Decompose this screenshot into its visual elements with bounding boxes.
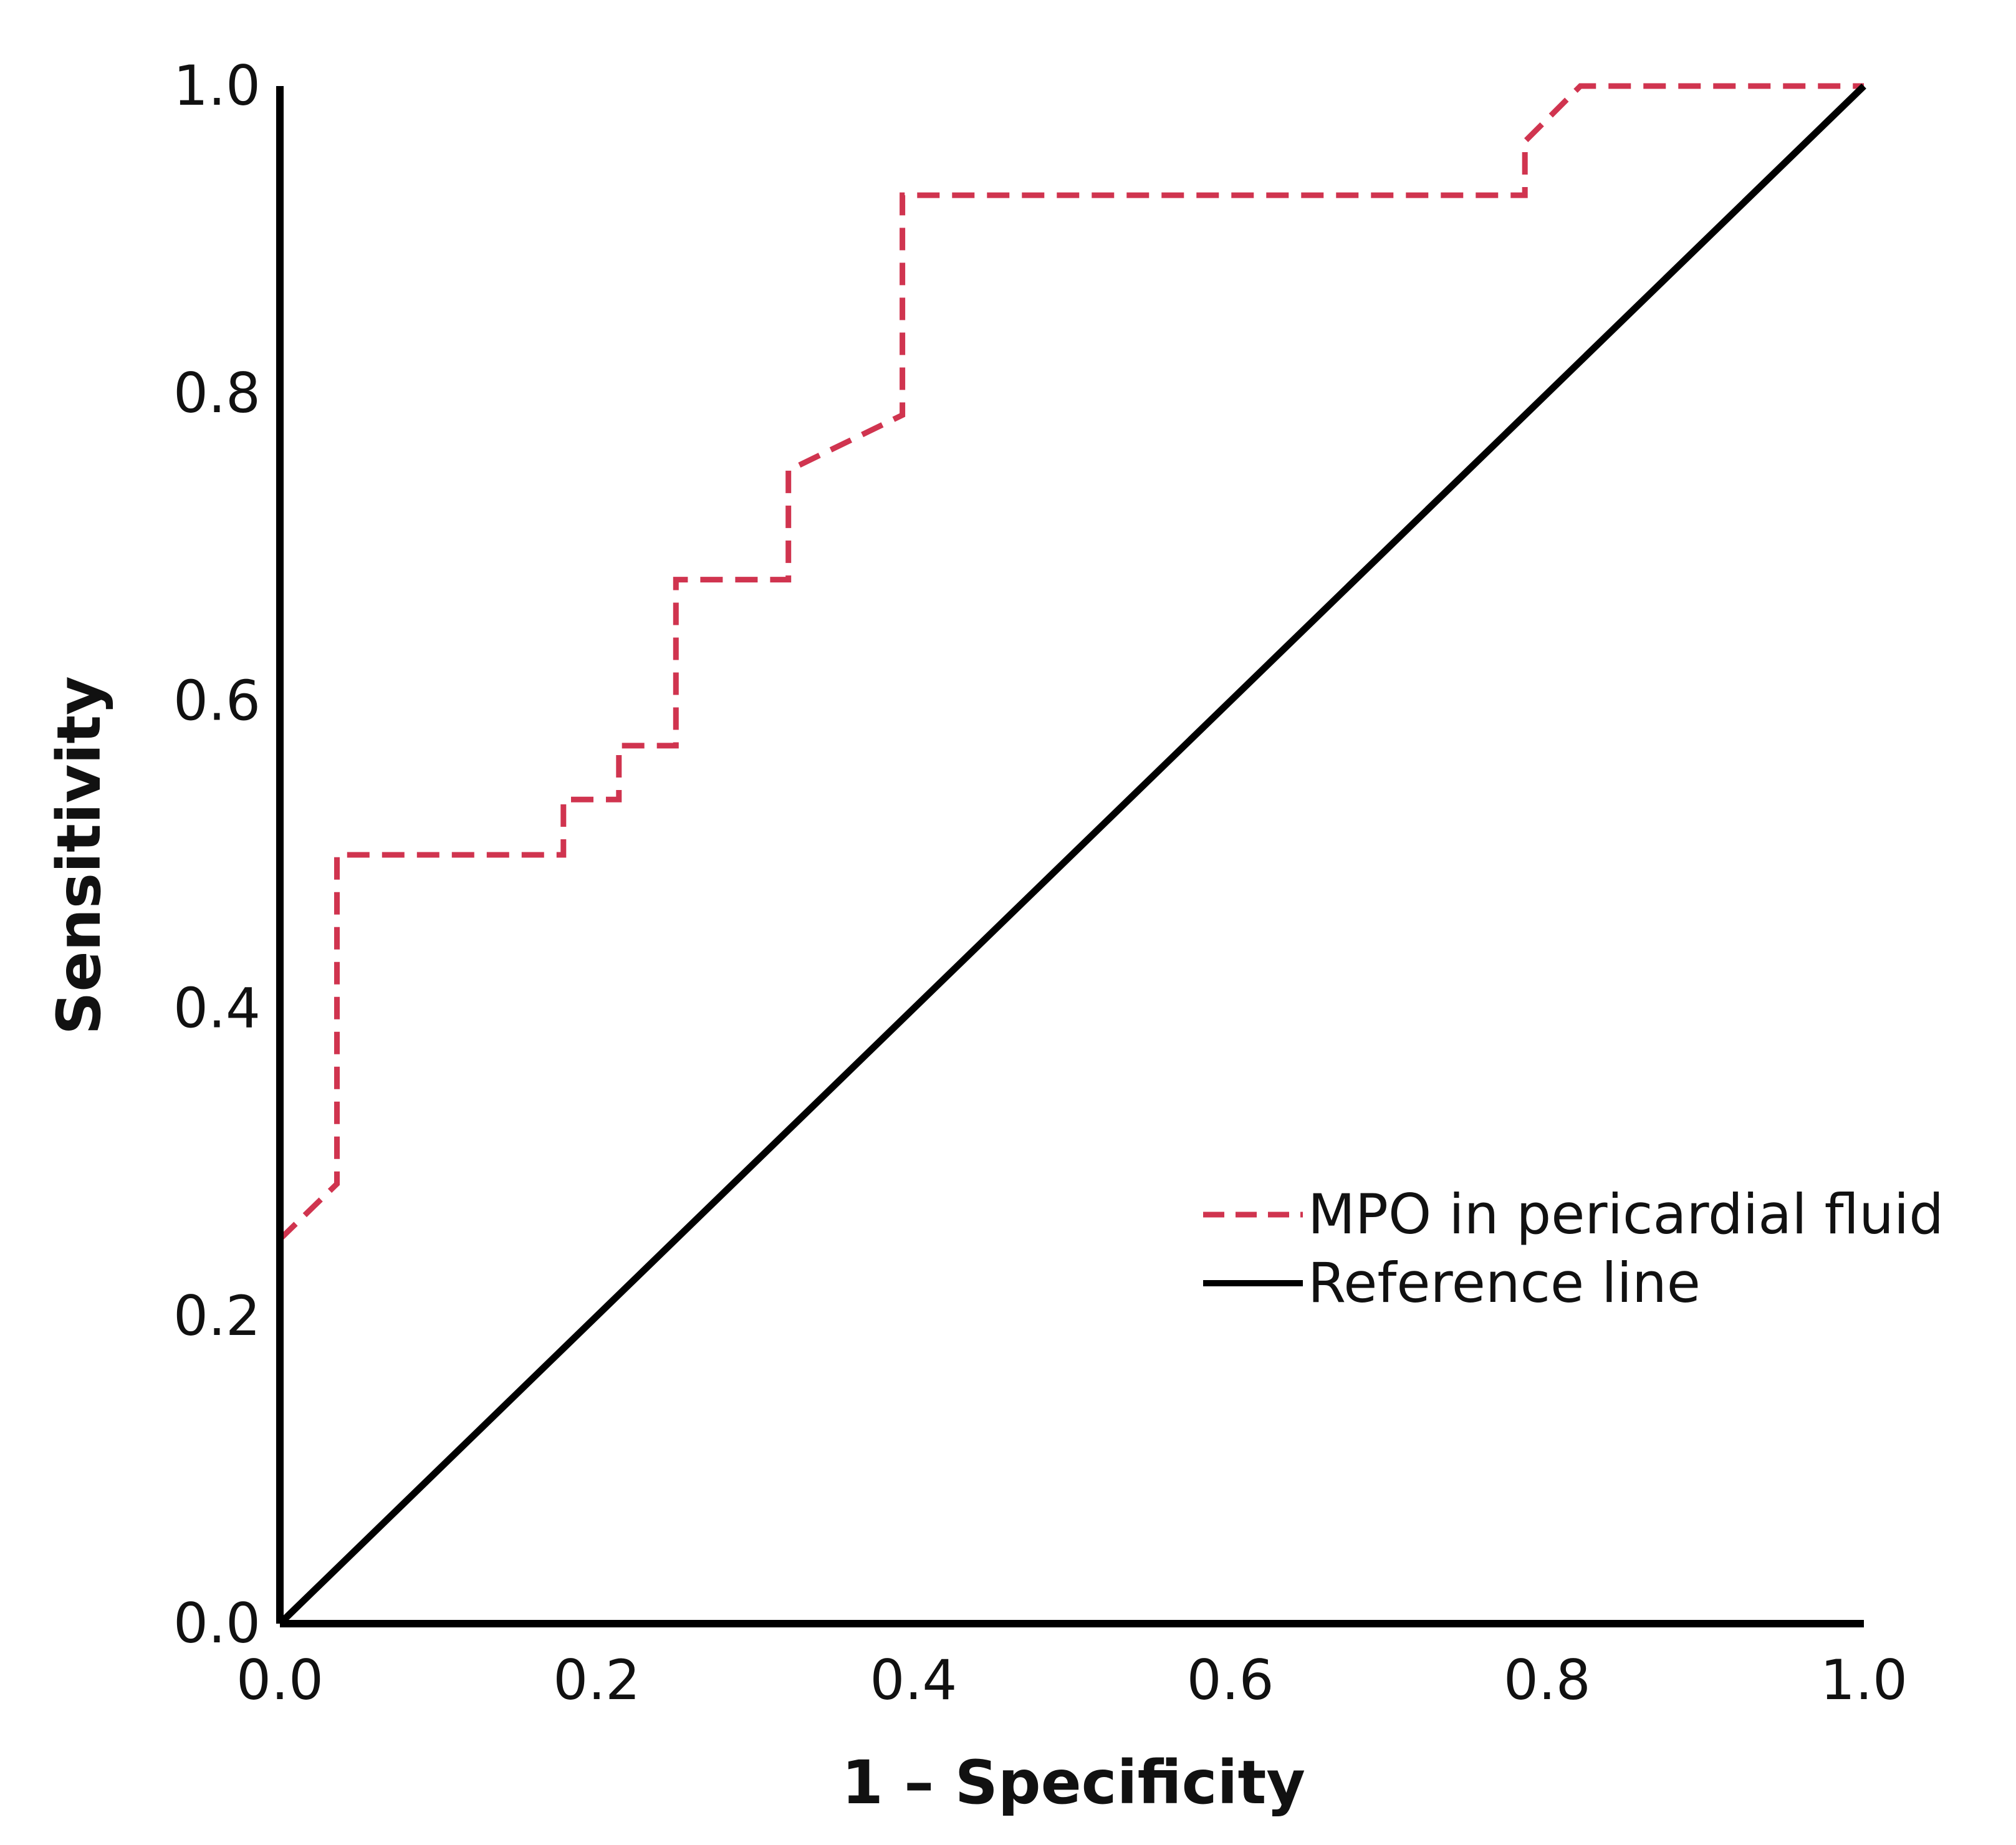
y-tick-label: 0.6	[173, 668, 261, 733]
legend-label-reference: Reference line	[1308, 1251, 1701, 1315]
x-axis-ticks: 0.0 0.2 0.4 0.6 0.8 1.0	[236, 1648, 1908, 1712]
y-axis-ticks: 0.0 0.2 0.4 0.6 0.8 1.0	[173, 54, 261, 1655]
legend-label-mpo: MPO in pericardial fluid	[1308, 1182, 1944, 1246]
x-tick-label: 0.6	[1187, 1648, 1274, 1712]
y-tick-label: 0.8	[173, 361, 261, 425]
plot-lines	[277, 83, 1866, 1626]
x-axis-title: 1 – Specificity	[842, 1748, 1305, 1818]
axes	[276, 86, 1864, 1627]
x-tick-label: 0.4	[870, 1648, 957, 1712]
y-tick-label: 1.0	[173, 54, 261, 118]
series-line-mpo	[277, 83, 1864, 1624]
x-tick-label: 0.8	[1504, 1648, 1591, 1712]
x-tick-label: 1.0	[1820, 1648, 1908, 1712]
y-tick-label: 0.2	[173, 1284, 261, 1348]
y-tick-label: 0.0	[173, 1591, 261, 1655]
x-tick-label: 0.2	[553, 1648, 640, 1712]
series-line-reference	[277, 84, 1866, 1626]
x-tick-label: 0.0	[236, 1648, 324, 1712]
y-tick-label: 0.4	[173, 976, 261, 1041]
y-axis-title: Sensitivity	[44, 676, 114, 1034]
